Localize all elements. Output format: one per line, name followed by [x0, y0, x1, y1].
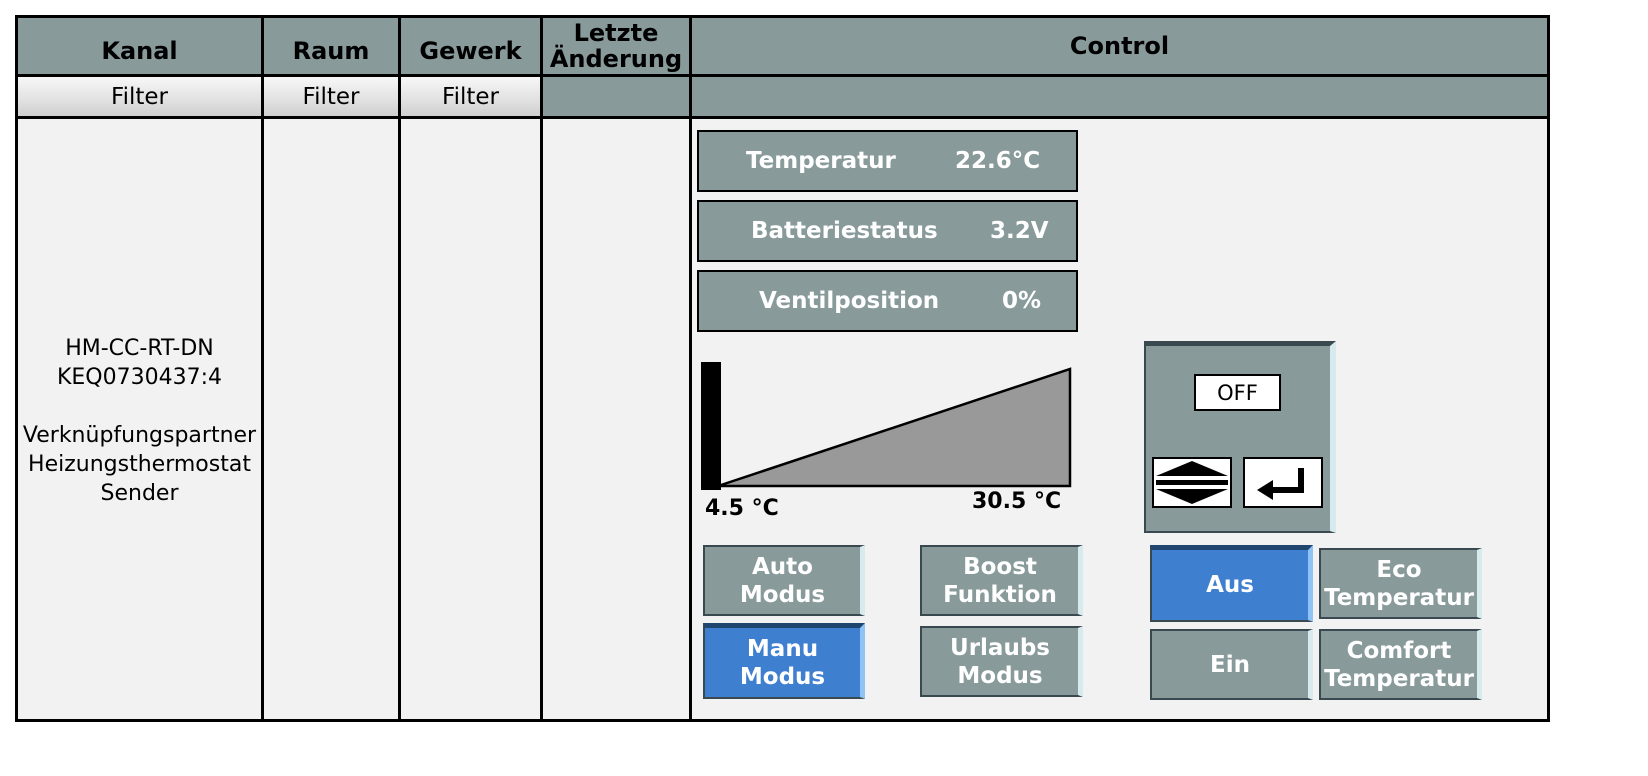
- auto-mode-button[interactable]: Auto Modus: [703, 545, 865, 616]
- filter-gewerk[interactable]: Filter: [401, 77, 540, 116]
- column-header-letzte-line1: Letzte: [573, 19, 659, 48]
- channel-device-type: HM-CC-RT-DN: [65, 336, 214, 361]
- manual-mode-line2: Modus: [739, 663, 826, 690]
- temperature-ramp: [717, 367, 1072, 488]
- slider-handle: [701, 362, 721, 490]
- slider-max-label: 30.5 °C: [972, 489, 1062, 514]
- comfort-line2: Temperatur: [1324, 665, 1474, 692]
- auto-mode-line2: Modus: [739, 581, 826, 608]
- column-divider: [261, 18, 264, 719]
- off-button[interactable]: Aus: [1150, 545, 1313, 622]
- eco-line2: Temperatur: [1324, 584, 1474, 611]
- enter-button[interactable]: [1243, 457, 1323, 508]
- temperature-slider[interactable]: [698, 358, 1078, 494]
- column-header-raum[interactable]: Raum: [292, 37, 370, 66]
- column-divider: [540, 18, 543, 719]
- temperature-label: Temperatur: [746, 148, 896, 174]
- column-divider: [689, 18, 692, 719]
- manual-mode-button[interactable]: Manu Modus: [703, 623, 865, 699]
- on-button[interactable]: Ein: [1150, 629, 1313, 700]
- boost-line1: Boost: [963, 553, 1037, 580]
- battery-value: 3.2V: [990, 218, 1049, 244]
- comfort-temperature-button[interactable]: Comfort Temperatur: [1319, 629, 1482, 700]
- temperature-display: Temperatur 22.6°C: [697, 130, 1078, 192]
- channel-link-label: Verknüpfungspartner: [22, 423, 257, 448]
- column-header-gewerk[interactable]: Gewerk: [419, 37, 522, 66]
- boost-line2: Funktion: [943, 581, 1057, 608]
- boost-function-button[interactable]: Boost Funktion: [920, 545, 1083, 616]
- channel-name: Heizungsthermostat: [28, 452, 251, 477]
- valve-position-value: 0%: [1002, 288, 1042, 314]
- divider: [18, 74, 1547, 77]
- auto-mode-line1: Auto: [752, 553, 813, 580]
- manual-mode-line1: Manu: [746, 635, 819, 662]
- divider: [18, 116, 1547, 119]
- slider-min-label: 4.5 °C: [705, 496, 779, 521]
- header-row: [18, 18, 1547, 75]
- vacation-line1: Urlaubs: [950, 634, 1050, 661]
- eco-line1: Eco: [1376, 556, 1422, 583]
- valve-position-display: Ventilposition 0%: [697, 270, 1078, 332]
- filter-kanal[interactable]: Filter: [18, 77, 261, 116]
- filter-control-empty: [692, 77, 1547, 116]
- temperature-value: 22.6°C: [955, 148, 1041, 174]
- filter-letzte-empty: [543, 77, 689, 116]
- vacation-mode-button[interactable]: Urlaubs Modus: [920, 626, 1083, 697]
- column-header-control: Control: [1069, 31, 1170, 60]
- up-down-arrows-icon: [1156, 461, 1228, 504]
- setpoint-display: OFF: [1194, 374, 1281, 411]
- vacation-line2: Modus: [957, 662, 1043, 689]
- channel-role: Sender: [100, 481, 179, 506]
- enter-return-icon: [1257, 468, 1304, 500]
- valve-position-label: Ventilposition: [759, 288, 940, 314]
- battery-display: Batteriestatus 3.2V: [697, 200, 1078, 262]
- battery-label: Batteriestatus: [751, 218, 938, 244]
- column-header-letzte-line2: Änderung: [549, 44, 683, 73]
- column-header-kanal[interactable]: Kanal: [101, 37, 178, 66]
- up-down-button[interactable]: [1152, 457, 1232, 508]
- channel-address: KEQ0730437:4: [56, 365, 223, 390]
- column-header-letzte-aenderung[interactable]: Letzte Änderung: [543, 18, 689, 75]
- filter-raum[interactable]: Filter: [264, 77, 398, 116]
- eco-temperature-button[interactable]: Eco Temperatur: [1319, 548, 1482, 619]
- comfort-line1: Comfort: [1346, 637, 1452, 664]
- channel-cell: HM-CC-RT-DN KEQ0730437:4 Verknüpfungspar…: [0, 334, 279, 508]
- column-divider: [398, 18, 401, 719]
